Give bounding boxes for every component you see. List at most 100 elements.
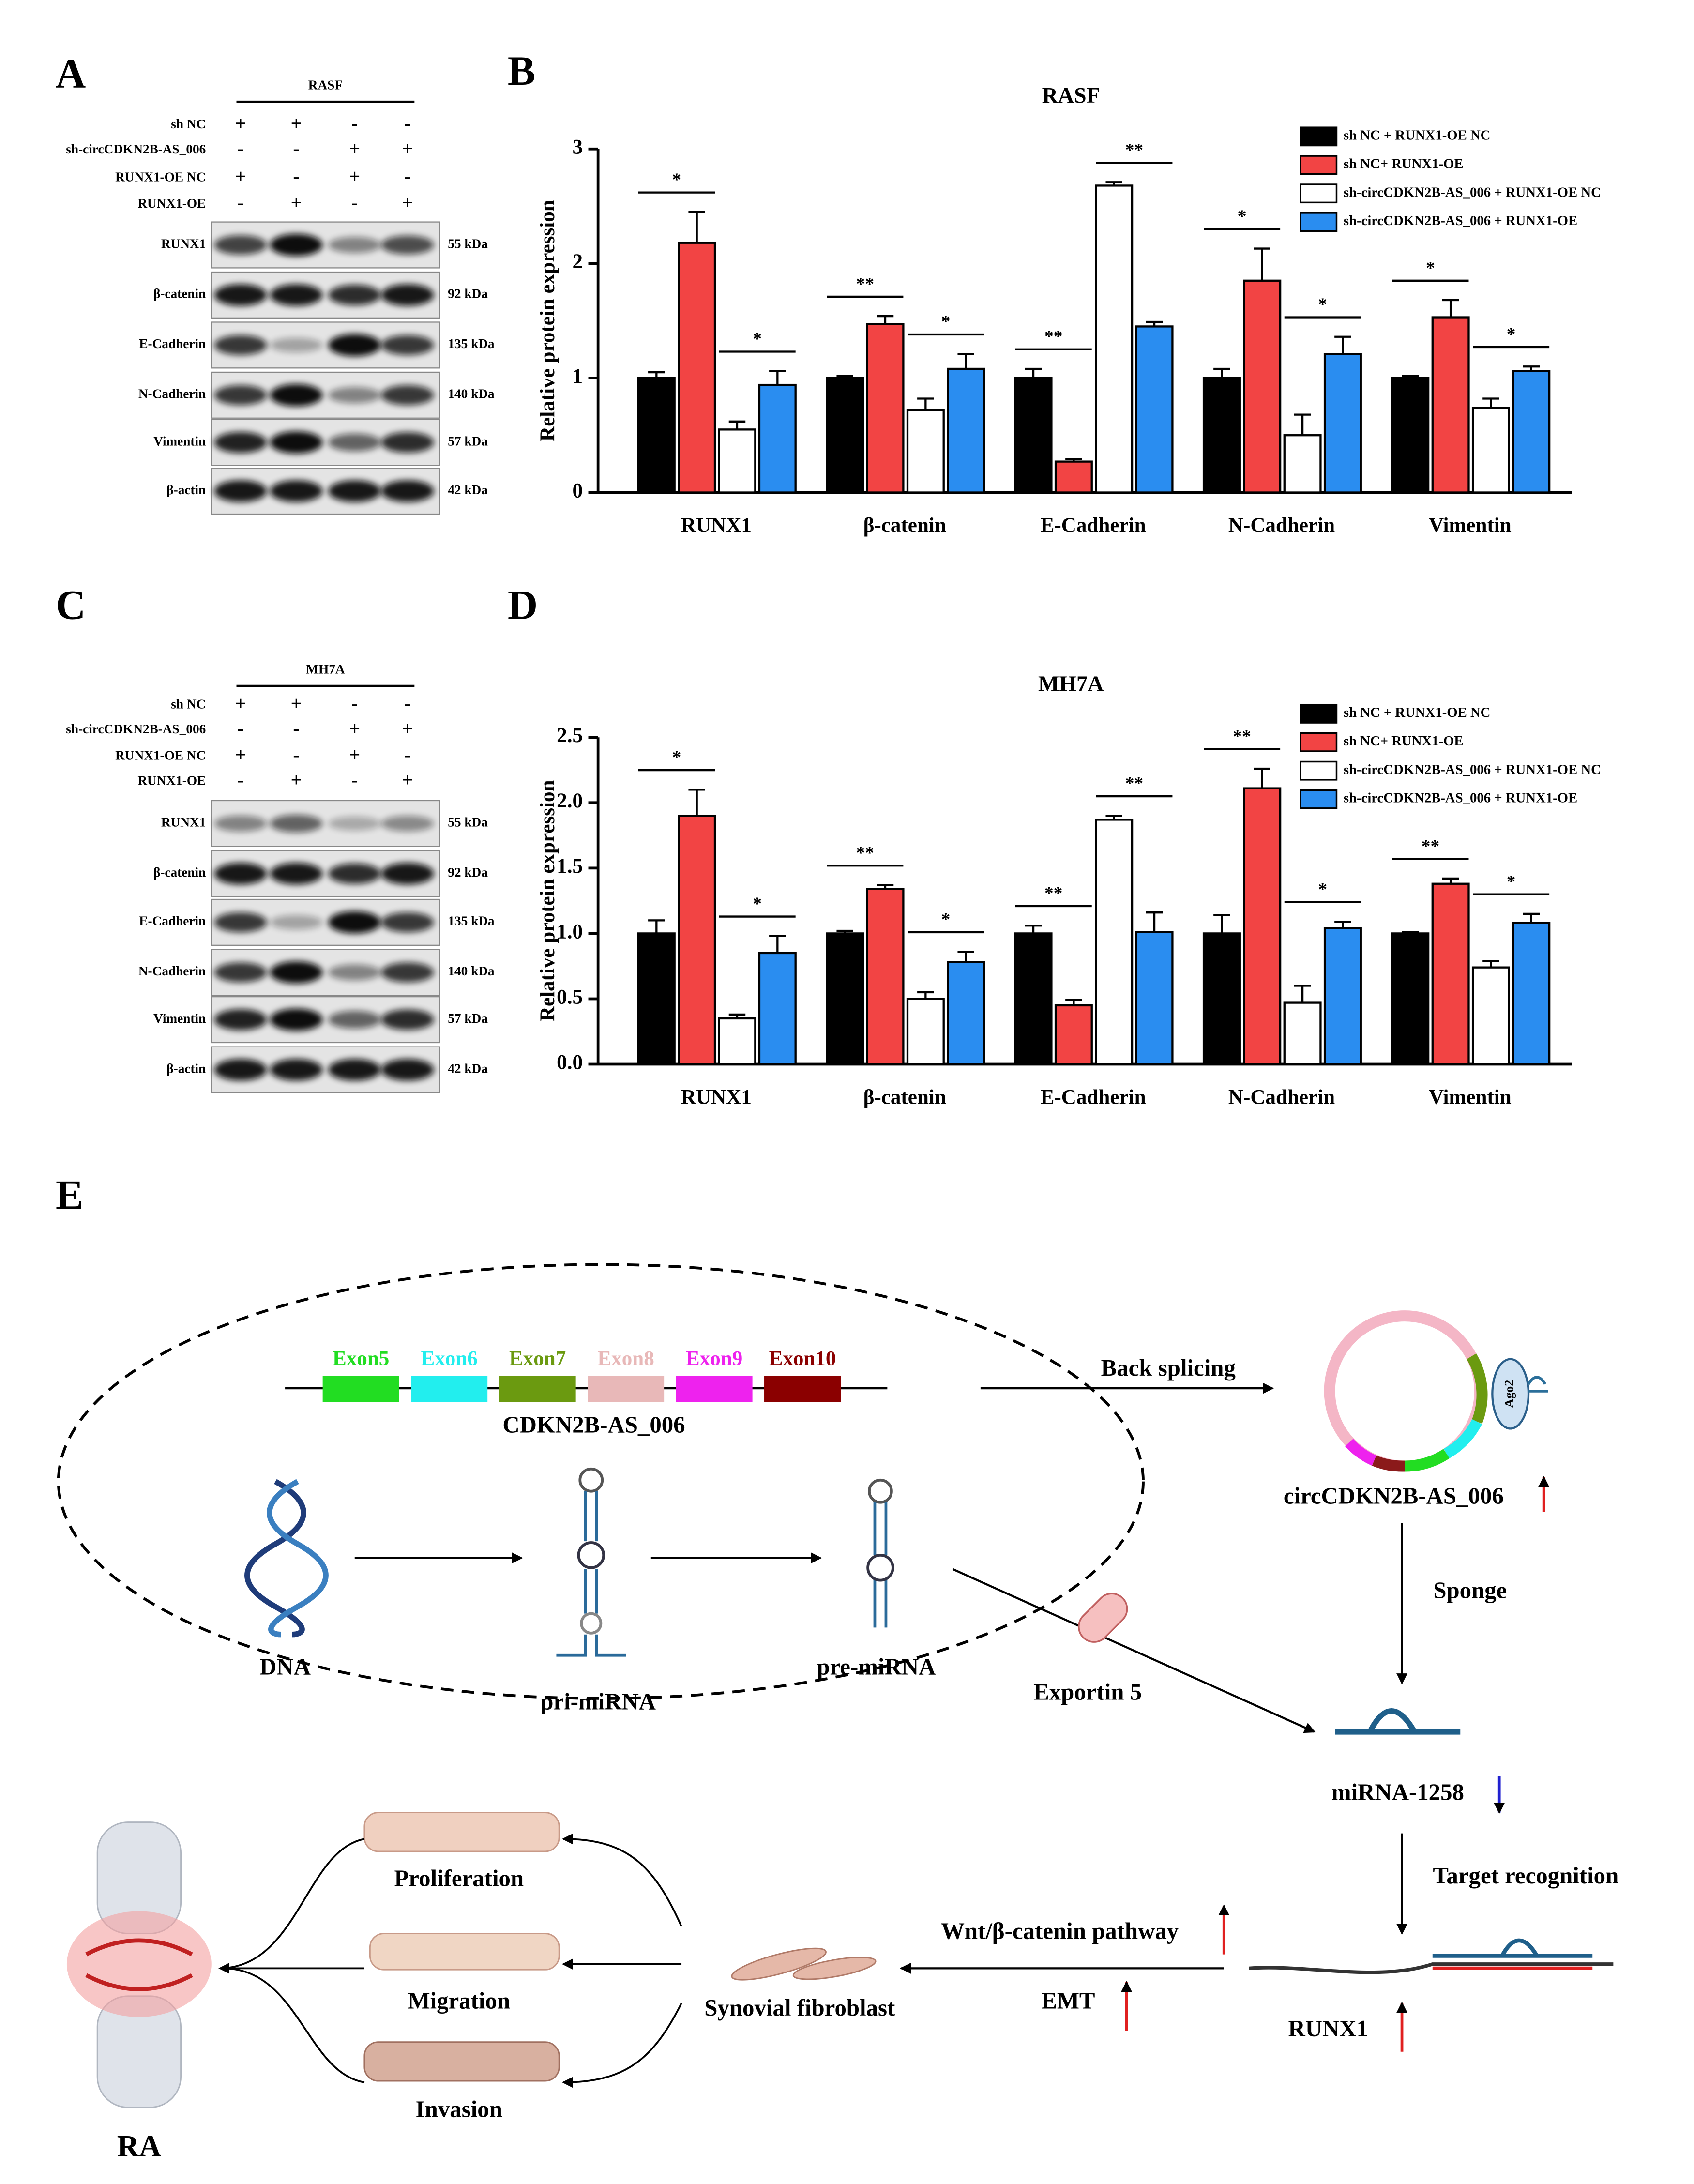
- significance-label: **: [856, 843, 874, 863]
- legend-label: sh NC+ RUNX1-OE: [1344, 733, 1464, 749]
- bar: [758, 383, 797, 494]
- joint-illustration: [66, 1821, 212, 2108]
- circ-segment: [1405, 1449, 1450, 1472]
- condition-sign: +: [402, 717, 413, 739]
- condition-sign: -: [237, 192, 243, 213]
- significance-label: *: [941, 910, 951, 930]
- converging-arrows: [222, 1838, 365, 2083]
- blot-band: [214, 962, 267, 983]
- dna-strand: [267, 1479, 329, 1638]
- protein-label: E-Cadherin: [139, 336, 206, 351]
- nucleus-boundary: [57, 1263, 1145, 1700]
- size-label: 140 kDa: [448, 964, 495, 978]
- arrow-label: Target recognition: [1433, 1862, 1618, 1889]
- bar: [1471, 966, 1510, 1065]
- significance-label: **: [1125, 774, 1143, 794]
- condition-sign: +: [291, 112, 302, 134]
- dna-label: DNA: [259, 1653, 311, 1680]
- blot-band: [214, 1059, 267, 1081]
- hairpin-loop: [578, 1467, 604, 1493]
- legend-label: sh-circCDKN2B-AS_006 + RUNX1-OE NC: [1344, 184, 1601, 200]
- bar: [1512, 370, 1551, 494]
- significance-label: *: [753, 894, 762, 914]
- pri-label: pri-miRNA: [540, 1688, 656, 1715]
- x-tick-label: Vimentin: [1429, 514, 1512, 537]
- x-tick-label: E-Cadherin: [1041, 1086, 1146, 1108]
- significance-label: **: [856, 274, 874, 294]
- error-bar: [917, 397, 934, 410]
- bar: [678, 242, 716, 494]
- condition-sign: -: [351, 192, 358, 213]
- exon: [764, 1376, 841, 1402]
- outcome-label: Invasion: [416, 2096, 502, 2123]
- bar: [1054, 460, 1093, 494]
- error-bar: [836, 375, 853, 378]
- error-bar: [1213, 914, 1230, 934]
- error-bar: [728, 420, 746, 430]
- error-bar: [1334, 335, 1351, 354]
- bar: [1202, 377, 1241, 494]
- blot-band: [381, 335, 434, 355]
- condition-sign: +: [235, 692, 246, 714]
- bar: [1391, 377, 1430, 494]
- blot-band: [328, 863, 381, 884]
- significance-label: **: [1044, 884, 1062, 904]
- condition-sign: +: [402, 137, 413, 159]
- blot-band: [270, 1008, 323, 1031]
- y-tick-label: 2.5: [557, 724, 583, 747]
- blot-band: [381, 816, 434, 832]
- panel-label: A: [56, 50, 86, 97]
- x-tick-label: RUNX1: [681, 1086, 752, 1108]
- blot-band: [381, 863, 434, 885]
- legend-swatch: [1300, 703, 1338, 724]
- blot-band: [214, 235, 267, 255]
- pre-mirna-stem: [873, 1502, 888, 1628]
- size-label: 140 kDa: [448, 387, 495, 401]
- protein-label: β-catenin: [153, 865, 206, 880]
- bar: [718, 1017, 756, 1065]
- bar: [1431, 882, 1470, 1065]
- circ-segment: [1372, 1455, 1405, 1472]
- blot-band: [214, 432, 267, 453]
- size-label: 92 kDa: [448, 865, 488, 880]
- blot-band: [214, 284, 267, 306]
- circ-segment: [1443, 1419, 1482, 1459]
- condition-sign: -: [293, 717, 299, 739]
- error-bar: [1442, 877, 1459, 884]
- blot-band: [381, 1009, 434, 1030]
- emt-label: EMT: [1041, 1987, 1095, 2014]
- arrow: [561, 1833, 682, 1927]
- legend-swatch: [1300, 183, 1338, 204]
- legend-label: sh NC+ RUNX1-OE: [1344, 156, 1464, 171]
- significance-label: *: [1238, 207, 1247, 227]
- condition-sign: -: [237, 717, 243, 739]
- condition-sign: -: [351, 112, 358, 134]
- condition-sign: +: [349, 717, 360, 739]
- circ-segment: [1467, 1353, 1488, 1424]
- chart-title: RASF: [1042, 83, 1100, 107]
- significance-label: *: [1318, 295, 1327, 315]
- outcome-label: Proliferation: [394, 1865, 524, 1892]
- bound-mirna: [1432, 1938, 1593, 1958]
- panel-label: E: [56, 1171, 84, 1218]
- condition-label: RUNX1-OE: [137, 773, 206, 788]
- legend-swatch: [1300, 155, 1338, 175]
- circ-label: circCDKN2B-AS_006: [1284, 1482, 1504, 1509]
- size-label: 42 kDa: [448, 483, 488, 497]
- blot-band: [328, 1011, 381, 1029]
- bar: [637, 377, 676, 494]
- condition-sign: +: [402, 192, 413, 213]
- error-bar: [1294, 413, 1311, 436]
- condition-sign: +: [349, 744, 360, 766]
- bulge: [866, 1554, 894, 1582]
- protein-label: β-actin: [166, 483, 206, 497]
- arrow: [561, 2002, 682, 2088]
- bulge: [580, 1612, 603, 1635]
- blot-band: [214, 335, 267, 355]
- bar: [1283, 1001, 1322, 1065]
- blot-band: [381, 284, 434, 306]
- protein-label: Vimentin: [153, 434, 206, 448]
- condition-label: RUNX1-OE NC: [115, 169, 206, 184]
- error-bar: [769, 370, 786, 385]
- bar: [906, 409, 945, 494]
